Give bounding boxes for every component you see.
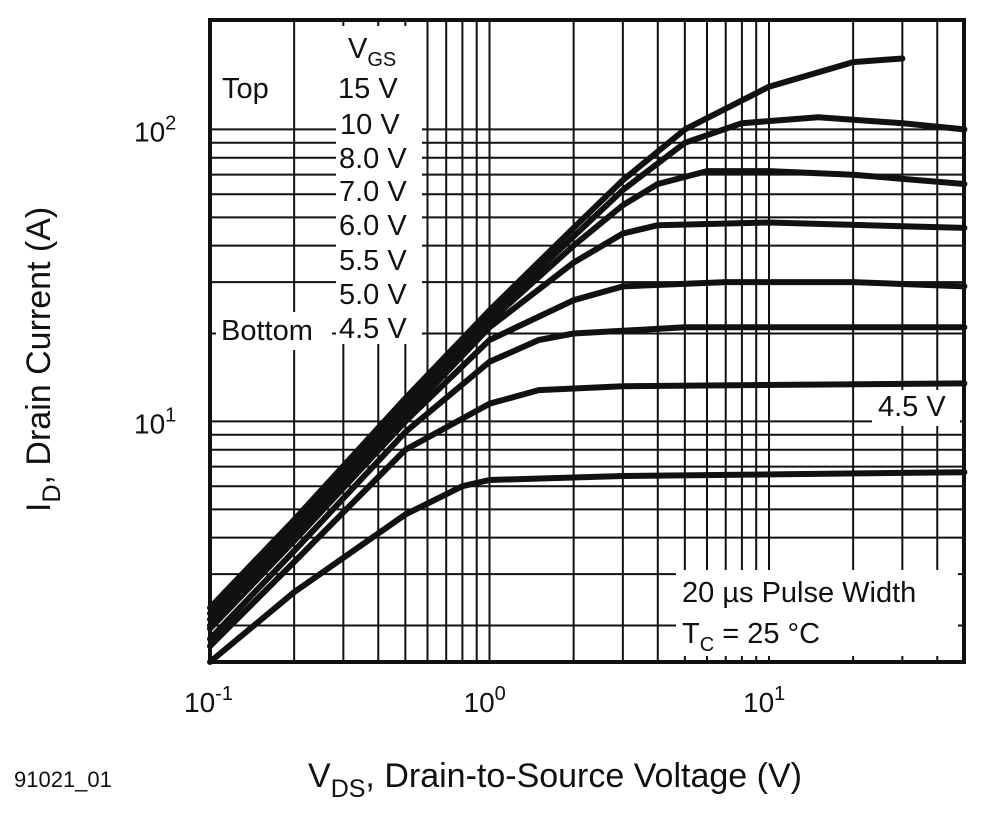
legend-header: VGS [348,33,396,71]
label-mask [216,64,276,108]
legend-entry-10v: 10 V [340,109,400,141]
plot-frame [208,18,966,664]
legend: VGS Top Bottom 15 V 10 V 8.0 V 7.0 V 6.0… [221,33,407,347]
x-tick-label: 100 [464,683,506,718]
legend-entry-4-5v: 4.5 V [339,313,407,345]
curve-vgs-5-5-v [207,324,968,642]
x-axis-title: VDS, Drain-to-Source Voltage (V) [308,757,802,803]
legend-entry-8v: 8.0 V [339,143,407,175]
tick-labels: 10-1 100 101 101 102 [134,112,785,718]
curve-vgs-6-0-v [207,279,968,632]
curve-vgs-10-v [207,114,968,617]
temperature-note: TC = 25 °C [682,618,820,656]
curve-vgs-8-0-v [207,168,968,623]
legend-entry-15v: 15 V [338,73,398,105]
legend-bottom-label: Bottom [221,315,313,347]
legend-entry-6v: 6.0 V [339,210,407,242]
x-tick-label: 101 [743,683,785,718]
legend-top-label: Top [222,73,269,105]
y-axis-title: ID, Drain Current (A) [20,207,66,512]
curve-vgs-4-5-v [207,469,968,665]
label-mask [872,390,960,426]
pulse-width-note: 20 µs Pulse Width [682,577,916,609]
label-mask [676,570,958,656]
y-tick-label: 102 [134,112,176,147]
curve-label-4-5v: 4.5 V [878,391,946,423]
label-mask [336,26,422,344]
curve-vgs-5-0-v [207,380,968,650]
figure-id: 91021_01 [14,767,112,792]
curves [207,55,968,665]
legend-entry-5-5v: 5.5 V [339,245,407,277]
label-mask [216,312,332,350]
curve-vgs-15-v [207,55,906,611]
legend-entry-7v: 7.0 V [339,176,407,208]
y-tick-label: 101 [134,404,176,439]
legend-entry-5v: 5.0 V [339,279,407,311]
x-tick-label: 10-1 [184,683,233,718]
label-masks [216,26,960,656]
